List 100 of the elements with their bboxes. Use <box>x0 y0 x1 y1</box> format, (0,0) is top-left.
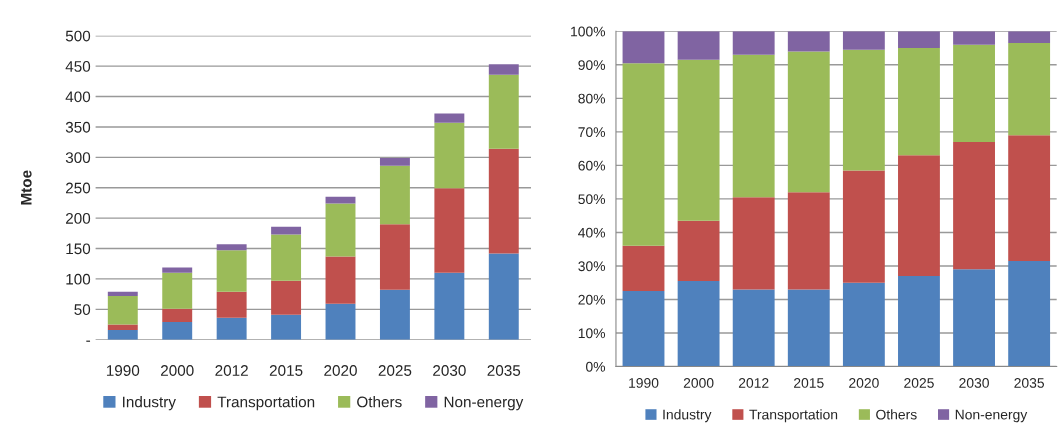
y-tick-label: 300 <box>65 152 91 164</box>
x-tick-label: 2030 <box>959 378 989 388</box>
legend-label: Others <box>876 409 917 420</box>
bar <box>898 276 940 367</box>
bar <box>732 54 775 198</box>
bar <box>325 303 356 340</box>
legend-label: Non-energy <box>444 396 524 411</box>
y-tick-label: 150 <box>66 243 91 255</box>
x-tick-label: 2020 <box>324 365 357 376</box>
bar <box>488 253 519 340</box>
legend-label: Industry <box>663 409 712 423</box>
bar <box>271 314 302 340</box>
legend-label: Transportation <box>217 396 315 411</box>
y-tick-label: 250 <box>66 182 91 194</box>
x-tick-label: 2012 <box>738 378 769 388</box>
x-tick-label: 2000 <box>161 365 194 376</box>
x-tick-label: 2035 <box>487 365 521 376</box>
x-tick-label: 2025 <box>378 365 412 376</box>
bar <box>953 31 995 45</box>
bar <box>434 122 465 189</box>
bar <box>898 31 940 49</box>
bar <box>622 291 665 367</box>
bar <box>677 31 720 60</box>
x-tick-label: 2012 <box>215 365 248 376</box>
x-tick-label: 1990 <box>629 378 659 388</box>
bar <box>677 281 720 367</box>
y-tick-label: 350 <box>65 121 91 133</box>
bar <box>107 329 138 340</box>
bar <box>1008 135 1051 261</box>
bar <box>488 148 519 254</box>
y-tick-label: 0% <box>586 361 606 372</box>
bar <box>677 59 720 221</box>
bar <box>162 267 193 273</box>
bar <box>677 220 720 282</box>
bar <box>434 113 465 123</box>
x-tick-label: 2025 <box>904 378 934 388</box>
bar <box>732 31 775 55</box>
y-tick-label: 100% <box>571 26 606 37</box>
y-tick-label: 450 <box>65 61 91 72</box>
bar <box>216 317 247 340</box>
y-tick-label: 30% <box>578 261 606 272</box>
bar <box>953 141 995 270</box>
bar <box>325 203 356 257</box>
bar <box>271 234 302 281</box>
y-tick-label: - <box>86 340 91 342</box>
bar <box>787 51 830 193</box>
bar <box>787 31 830 52</box>
x-tick-label: 2015 <box>269 365 303 376</box>
bar <box>1008 260 1051 367</box>
legend-label: Non-energy <box>955 409 1028 423</box>
y-tick-label: 60% <box>578 160 606 171</box>
y-tick-label: 50% <box>578 194 606 205</box>
x-tick-label: 2035 <box>1014 378 1045 388</box>
y-tick-label: 100 <box>66 273 91 285</box>
y-tick-label: 200 <box>66 213 91 224</box>
x-tick-label: 1990 <box>106 365 140 376</box>
bar <box>271 280 302 315</box>
legend-label: Industry <box>123 396 176 411</box>
bar <box>842 282 885 367</box>
bar <box>898 48 940 156</box>
bar <box>325 256 356 304</box>
x-tick-label: 2015 <box>794 378 824 388</box>
bar <box>162 308 193 323</box>
bar <box>1008 43 1051 136</box>
bar <box>488 64 519 75</box>
y-tick-label: 80% <box>578 93 606 104</box>
bar <box>953 269 995 367</box>
bar <box>842 31 885 50</box>
bar <box>898 155 940 277</box>
bar <box>732 197 775 290</box>
bar <box>622 63 665 246</box>
bar <box>732 289 775 367</box>
x-tick-label: 2030 <box>433 365 466 376</box>
y-tick-label: 70% <box>578 127 606 138</box>
bar <box>162 272 193 309</box>
bar <box>434 272 465 340</box>
bar <box>434 188 465 273</box>
bar <box>107 324 138 330</box>
bar <box>379 165 410 225</box>
y-tick-label: 40% <box>578 227 606 238</box>
x-tick-label: 2020 <box>849 378 879 388</box>
bar <box>325 196 356 204</box>
bar <box>787 289 830 367</box>
bar <box>488 74 519 149</box>
y-tick-label: 500 <box>65 30 91 42</box>
bar <box>379 224 410 290</box>
bar <box>216 291 247 318</box>
bar <box>842 49 885 171</box>
bar <box>622 245 665 292</box>
bar <box>1008 31 1051 44</box>
bar <box>216 250 247 292</box>
x-tick-label: 2000 <box>683 378 714 388</box>
y-tick-label: 400 <box>65 91 91 103</box>
bar <box>162 322 193 340</box>
bar <box>107 291 138 296</box>
bar <box>216 244 247 251</box>
bar <box>379 157 410 166</box>
y-tick-label: 90% <box>578 60 606 70</box>
legend-label: Transportation <box>749 409 838 423</box>
y-axis-title: Mtoe <box>20 170 32 205</box>
